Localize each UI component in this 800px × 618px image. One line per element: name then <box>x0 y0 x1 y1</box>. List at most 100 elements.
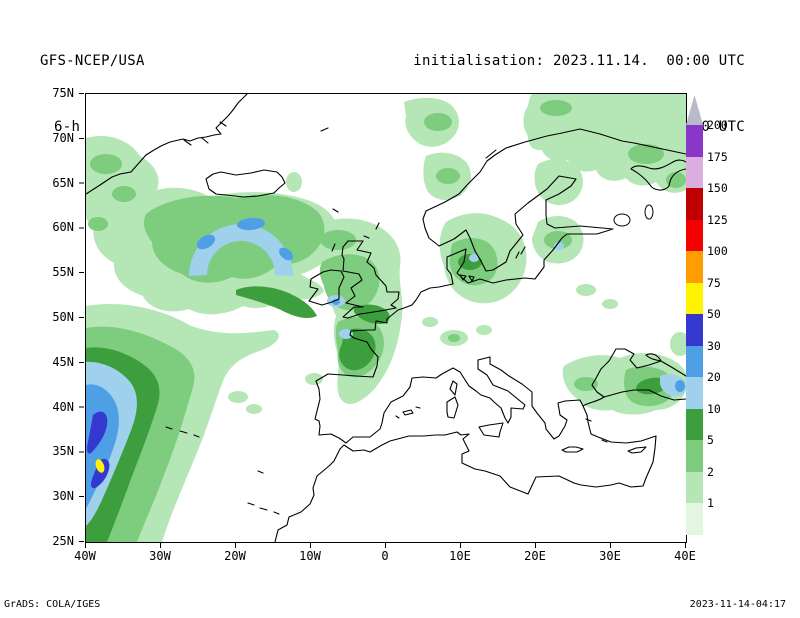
precip-region <box>436 168 460 184</box>
coastline-greenland-fjords <box>183 121 227 146</box>
colorbar-level-label: 75 <box>707 275 721 290</box>
y-axis: 75N 70N 65N 60N 55N 50N 45N 40N 35N 30N 25N <box>42 86 78 548</box>
x-tick-label: 0 <box>381 549 389 563</box>
colorbar-segment <box>686 188 703 220</box>
y-tick-label: 75N <box>52 86 74 100</box>
coastline-black-sea-south <box>603 389 686 401</box>
colorbar-level-label: 125 <box>707 212 728 227</box>
colorbar-segment <box>686 251 703 283</box>
coastline-white-sea <box>630 159 686 191</box>
precip-region <box>354 304 390 324</box>
precip-region <box>448 334 460 342</box>
precip-region <box>574 377 598 391</box>
grads-credit: GrADS: COLA/IGES <box>4 599 101 610</box>
precip-region <box>576 284 596 296</box>
y-tick-label: 25N <box>52 534 74 548</box>
coastline-danish-islands <box>459 274 475 282</box>
colorbar-level-label: 1 <box>707 496 714 510</box>
colorbar-segment <box>686 314 703 346</box>
coastline-greenland <box>86 94 248 195</box>
init-time-label: initialisation: 2023.11.14. 00:00 UTC <box>413 53 745 69</box>
precip-region <box>666 172 686 188</box>
colorbar-level-label: 200 <box>707 118 728 132</box>
colorbar-level-label: 100 <box>707 244 728 258</box>
x-tick-label: 10W <box>299 549 321 563</box>
y-tick-label: 50N <box>52 310 74 324</box>
colorbar-segment <box>686 156 703 188</box>
colorbar-segment <box>686 345 703 377</box>
precip-region <box>246 404 262 414</box>
coastline-crete <box>561 446 584 453</box>
coastline-aegean-islands <box>585 418 608 443</box>
precip-shading <box>86 94 686 542</box>
precip-region <box>424 113 452 131</box>
colorbar-level-label: 175 <box>707 149 728 164</box>
precip-region <box>540 100 572 116</box>
colorbar-segment <box>686 377 703 409</box>
precip-region <box>675 380 685 392</box>
coastline-marmara <box>582 396 605 407</box>
y-tick-label: 70N <box>52 130 74 145</box>
x-tick-label: 10E <box>449 549 471 563</box>
x-tick-label: 20W <box>224 549 246 563</box>
y-tick-label: 30N <box>52 489 74 504</box>
precip-region <box>320 230 356 250</box>
coastline-azores <box>165 426 200 438</box>
precip-region <box>534 159 583 206</box>
colorbar-level-label: 30 <box>707 338 721 353</box>
y-tick-label: 55N <box>52 265 74 280</box>
precip-region <box>332 299 340 305</box>
x-axis-tickmarks <box>85 543 686 548</box>
precip-region <box>305 373 323 385</box>
coastline-shetland <box>331 222 380 252</box>
colorbar-segment <box>686 440 703 472</box>
precip-region <box>628 144 664 164</box>
precip-region <box>228 391 248 403</box>
colorbar-segment <box>686 282 703 314</box>
x-tick-label: 40E <box>674 549 696 563</box>
coastline-sicily <box>478 422 504 438</box>
colorbar-segment <box>686 219 703 251</box>
coastlines <box>86 94 686 542</box>
map-plot-area <box>85 93 687 543</box>
coastline-ireland <box>308 269 345 306</box>
creation-timestamp: 2023-11-14-04:17 <box>689 599 786 610</box>
coastline-continental-europe <box>274 128 686 542</box>
model-title: GFS-NCEP/USA <box>40 53 145 69</box>
precip-region <box>112 186 136 202</box>
colorbar-level-label: 50 <box>707 307 721 321</box>
x-tick-label: 30E <box>599 549 621 563</box>
coastline-sardinia <box>446 396 459 419</box>
precip-region <box>236 286 317 319</box>
precip-region <box>91 458 110 489</box>
coastline-faroes <box>332 208 339 213</box>
coastline-black-sea-north <box>591 348 686 398</box>
coastline-madeira <box>257 470 264 474</box>
precip-region <box>602 299 618 309</box>
x-axis: 40W 30W 20W 10W 0 10E 20E 30E 40E <box>74 549 696 565</box>
x-tick-label: 40W <box>74 549 96 563</box>
y-tick-label: 40N <box>52 399 74 414</box>
colorbar-segment <box>686 408 703 440</box>
y-tick-label: 60N <box>52 220 74 235</box>
colorbar-segment <box>686 95 703 125</box>
precip-region <box>523 94 686 193</box>
precip-region <box>95 459 105 473</box>
precip-region <box>88 217 108 231</box>
precip-region <box>189 224 293 276</box>
coastline-canary-islands <box>247 502 280 515</box>
x-tick-label: 20E <box>524 549 546 563</box>
colorbar-level-label: 20 <box>707 370 721 384</box>
colorbar-segment <box>686 503 703 535</box>
coastline-iceland <box>205 169 286 198</box>
precip-region <box>286 172 302 192</box>
precip-region <box>279 247 293 261</box>
coastline-jan-mayen <box>320 127 329 132</box>
colorbar-segments <box>686 95 703 535</box>
precip-region <box>237 217 265 231</box>
y-tick-label: 45N <box>52 354 74 369</box>
y-tick-label: 35N <box>52 444 74 459</box>
precip-region <box>670 332 686 356</box>
lake-ladoga <box>613 213 631 227</box>
